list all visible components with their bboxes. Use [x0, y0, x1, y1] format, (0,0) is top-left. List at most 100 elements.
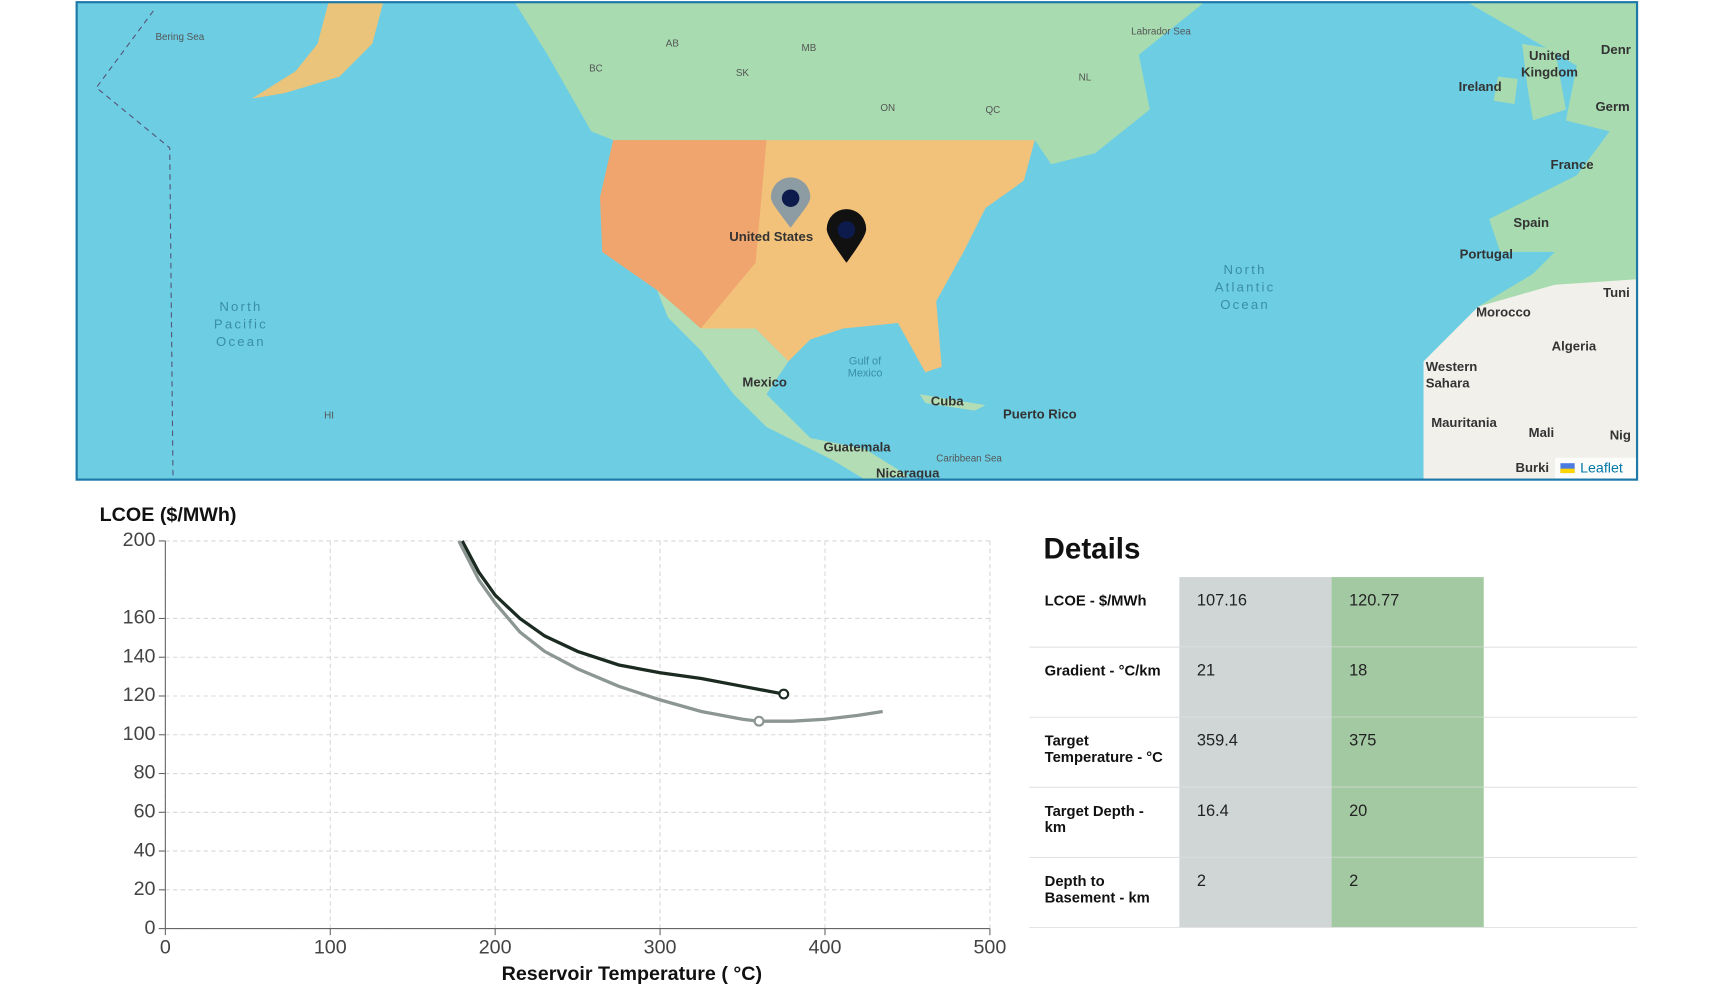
map-label: Denr — [1601, 42, 1631, 57]
land-ireland — [1493, 76, 1518, 105]
map-label: Puerto Rico — [1003, 406, 1077, 421]
y-tick-label: 0 — [145, 917, 156, 939]
map-label: North Pacific Ocean — [213, 298, 268, 350]
pin-grey[interactable] — [770, 177, 811, 228]
flag — [1560, 463, 1575, 474]
cell-bg — [1179, 857, 1332, 928]
cell-bg — [1331, 577, 1484, 648]
details-title: Details — [1044, 533, 1141, 566]
map-label: Labrador Sea — [1131, 26, 1191, 37]
row-label: Target Depth - km — [1044, 802, 1144, 836]
map-label: Guatemala — [823, 439, 891, 454]
map-label: Ireland — [1459, 79, 1502, 94]
map-label: Algeria — [1552, 339, 1597, 354]
row-label: LCOE - $/MWh — [1044, 592, 1147, 609]
map[interactable]: Bering Sea Labrador Sea AB MB BC SK NL O… — [76, 2, 1638, 481]
cell-bg — [1179, 647, 1332, 718]
map-label: Caribbean Sea — [936, 453, 1002, 464]
cell-bg — [1331, 857, 1484, 928]
cell-value: 16.4 — [1197, 802, 1229, 820]
row-label: Depth to Basement - km — [1044, 872, 1150, 906]
map-label: Burki — [1516, 460, 1550, 475]
cell-bg — [1179, 787, 1332, 858]
y-axis-title: LCOE ($/MWh) — [100, 504, 237, 526]
x-tick-label: 300 — [644, 936, 677, 958]
map-label: Gulf of Mexico — [847, 355, 883, 380]
y-tick-label: 20 — [134, 878, 156, 900]
map-border — [75, 1, 1639, 481]
map-label: Germ — [1595, 99, 1629, 114]
cell-bg — [1331, 787, 1484, 858]
map-label: Tuni — [1603, 285, 1630, 300]
map-label: Bering Sea — [155, 32, 204, 43]
land-africa — [1423, 279, 1638, 480]
map-label: Portugal — [1460, 247, 1513, 262]
x-tick-label: 0 — [160, 936, 171, 958]
y-tick-label: 120 — [123, 684, 156, 706]
map-label: HI — [324, 411, 334, 422]
cell-bg — [1179, 717, 1332, 788]
x-tick-label: 500 — [973, 936, 1006, 958]
row-label: Target Temperature - °C — [1044, 732, 1163, 766]
map-label: Nicaragua — [876, 466, 940, 481]
map-label: SK — [736, 68, 750, 79]
map-label: Spain — [1513, 215, 1549, 230]
map-label: Western Sahara — [1425, 359, 1478, 391]
land-cuba — [919, 394, 986, 411]
map-label: ON — [880, 103, 895, 114]
heat-west — [600, 140, 767, 329]
highlight-point — [778, 688, 790, 700]
cell-value: 107.16 — [1197, 592, 1247, 610]
map-label: NL — [1079, 72, 1092, 83]
attribution-link[interactable]: Leaflet — [1580, 460, 1623, 476]
y-tick-label: 80 — [134, 762, 156, 784]
map-label: Cuba — [931, 393, 965, 408]
line-series — [457, 540, 883, 723]
cell: Gradient - °C/km — [1044, 662, 1161, 679]
land-mexico — [657, 290, 909, 480]
cell-value: 120.77 — [1349, 592, 1399, 610]
x-axis-title: Reservoir Temperature ( °C) — [502, 963, 762, 985]
cell: Depth to Basement - km — [1044, 872, 1150, 906]
map-label: Mauritania — [1431, 415, 1497, 430]
cell-value: 359.4 — [1197, 732, 1238, 750]
row-label: Gradient - °C/km — [1044, 662, 1161, 679]
cell-bg — [1331, 647, 1484, 718]
highlight-point — [753, 715, 765, 727]
land-uk — [1522, 43, 1566, 121]
cell-value: 2 — [1349, 872, 1358, 890]
y-tick-label: 100 — [123, 723, 156, 745]
y-tick-label: 200 — [123, 529, 156, 551]
x-tick-label: 100 — [314, 936, 347, 958]
cell: Target Depth - km — [1044, 802, 1144, 836]
map-label: North Atlantic Ocean — [1214, 261, 1276, 313]
land-canada — [317, 2, 1205, 165]
cell: LCOE - $/MWh — [1044, 592, 1147, 609]
cell-bg — [1179, 577, 1332, 648]
land-alaska — [251, 2, 384, 99]
chart: LCOE ($/MWh) Reservoir Temperature ( °C)… — [100, 504, 1007, 985]
cell-value: 2 — [1197, 872, 1206, 890]
map-label: France — [1551, 157, 1594, 172]
details-table: Details LCOE - $/MWh 107.16 120.77 Gradient… — [1029, 533, 1638, 929]
cell-value: 20 — [1349, 802, 1367, 820]
map-label: Mexico — [742, 375, 787, 390]
x-tick-label: 200 — [479, 936, 512, 958]
date-line — [95, 10, 174, 480]
cell-value: 375 — [1349, 732, 1376, 750]
map-label: MB — [802, 43, 817, 54]
y-tick-label: 160 — [123, 607, 156, 629]
map-label: United States — [729, 229, 813, 244]
cell-value: 21 — [1197, 662, 1215, 680]
map-label: Morocco — [1476, 305, 1531, 320]
x-tick-label: 400 — [809, 936, 842, 958]
pin-black[interactable] — [826, 209, 867, 263]
y-tick-label: 60 — [134, 800, 156, 822]
map-label: Nig — [1610, 427, 1631, 442]
attribution-bg — [1554, 457, 1638, 480]
cell: Target Temperature - °C — [1044, 732, 1163, 766]
y-tick-label: 40 — [134, 839, 156, 861]
y-tick-label: 140 — [123, 645, 156, 667]
